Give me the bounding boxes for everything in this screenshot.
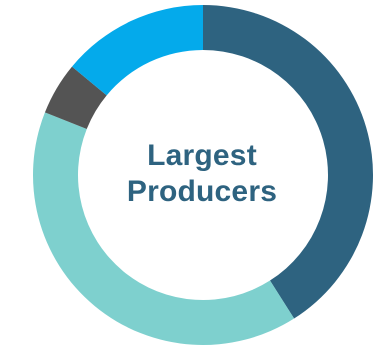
donut-slice-3 (44, 66, 107, 129)
donut-slice-4 (72, 5, 203, 96)
chart-title-line-1: Largest (147, 139, 257, 172)
donut-slice-1 (203, 5, 373, 319)
chart-title: Largest Producers (82, 138, 322, 210)
chart-title-line-2: Producers (126, 175, 278, 208)
donut-slices (32, 5, 373, 346)
donut-slice-2 (32, 112, 295, 346)
